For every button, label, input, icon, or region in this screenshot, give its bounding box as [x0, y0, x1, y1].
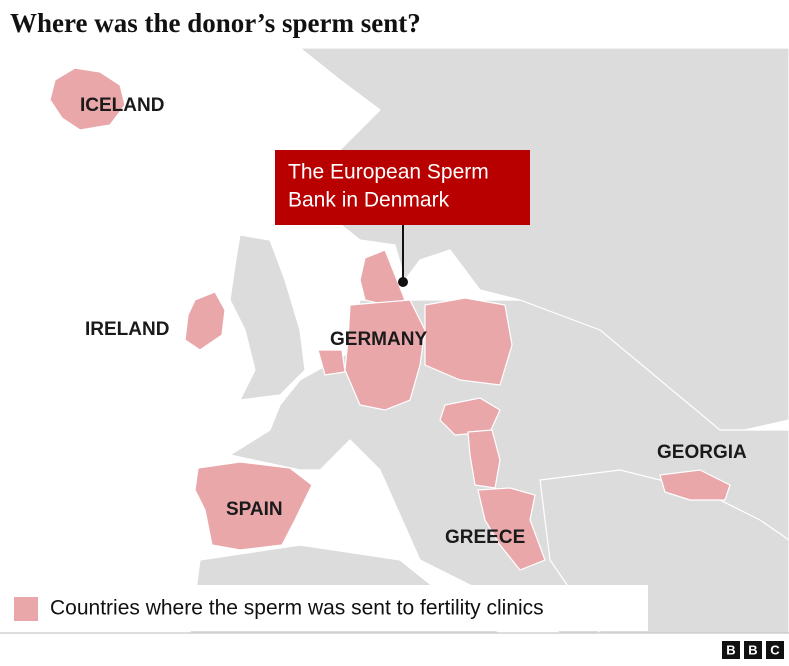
logo-letter: B: [726, 642, 735, 657]
country-label: GERMANY: [330, 329, 427, 350]
callout-box: [275, 150, 530, 225]
country-spain: [194, 461, 313, 551]
callout-text: The European Sperm: [288, 161, 489, 184]
country-label: GEORGIA: [657, 442, 747, 463]
country-labels: ICELAND IRELAND GERMANY SPAIN GEORGIA GR…: [80, 95, 747, 548]
callout-dot: [398, 277, 408, 287]
legend-swatch: [14, 597, 38, 621]
legend: Countries where the sperm was sent to fe…: [0, 585, 648, 631]
country-label: ICELAND: [80, 95, 164, 116]
logo-letter: B: [748, 642, 757, 657]
country-label: SPAIN: [226, 499, 283, 520]
logo-box: [766, 641, 784, 659]
country-ireland: [184, 291, 226, 351]
land-britain: [229, 234, 306, 401]
country-iceland: [49, 67, 126, 131]
logo-box: [744, 641, 762, 659]
country-serbia: [467, 429, 501, 489]
logo-box: [722, 641, 740, 659]
title: Where was the donor’s sperm sent?: [10, 8, 421, 38]
legend-box: [0, 585, 648, 631]
country-label: GREECE: [445, 527, 525, 548]
callout-text: Bank in Denmark: [288, 189, 450, 212]
country-germany: [344, 299, 426, 411]
logo-letter: C: [770, 642, 780, 657]
logo: B B C: [722, 641, 784, 659]
legend-text: Countries where the sperm was sent to fe…: [50, 597, 544, 620]
country-label: IRELAND: [85, 319, 169, 340]
country-greece: [477, 487, 546, 571]
country-poland: [424, 297, 513, 386]
callout: The European Sperm Bank in Denmark: [275, 150, 530, 287]
country-georgia: [659, 469, 731, 501]
country-belgium: [317, 349, 346, 376]
